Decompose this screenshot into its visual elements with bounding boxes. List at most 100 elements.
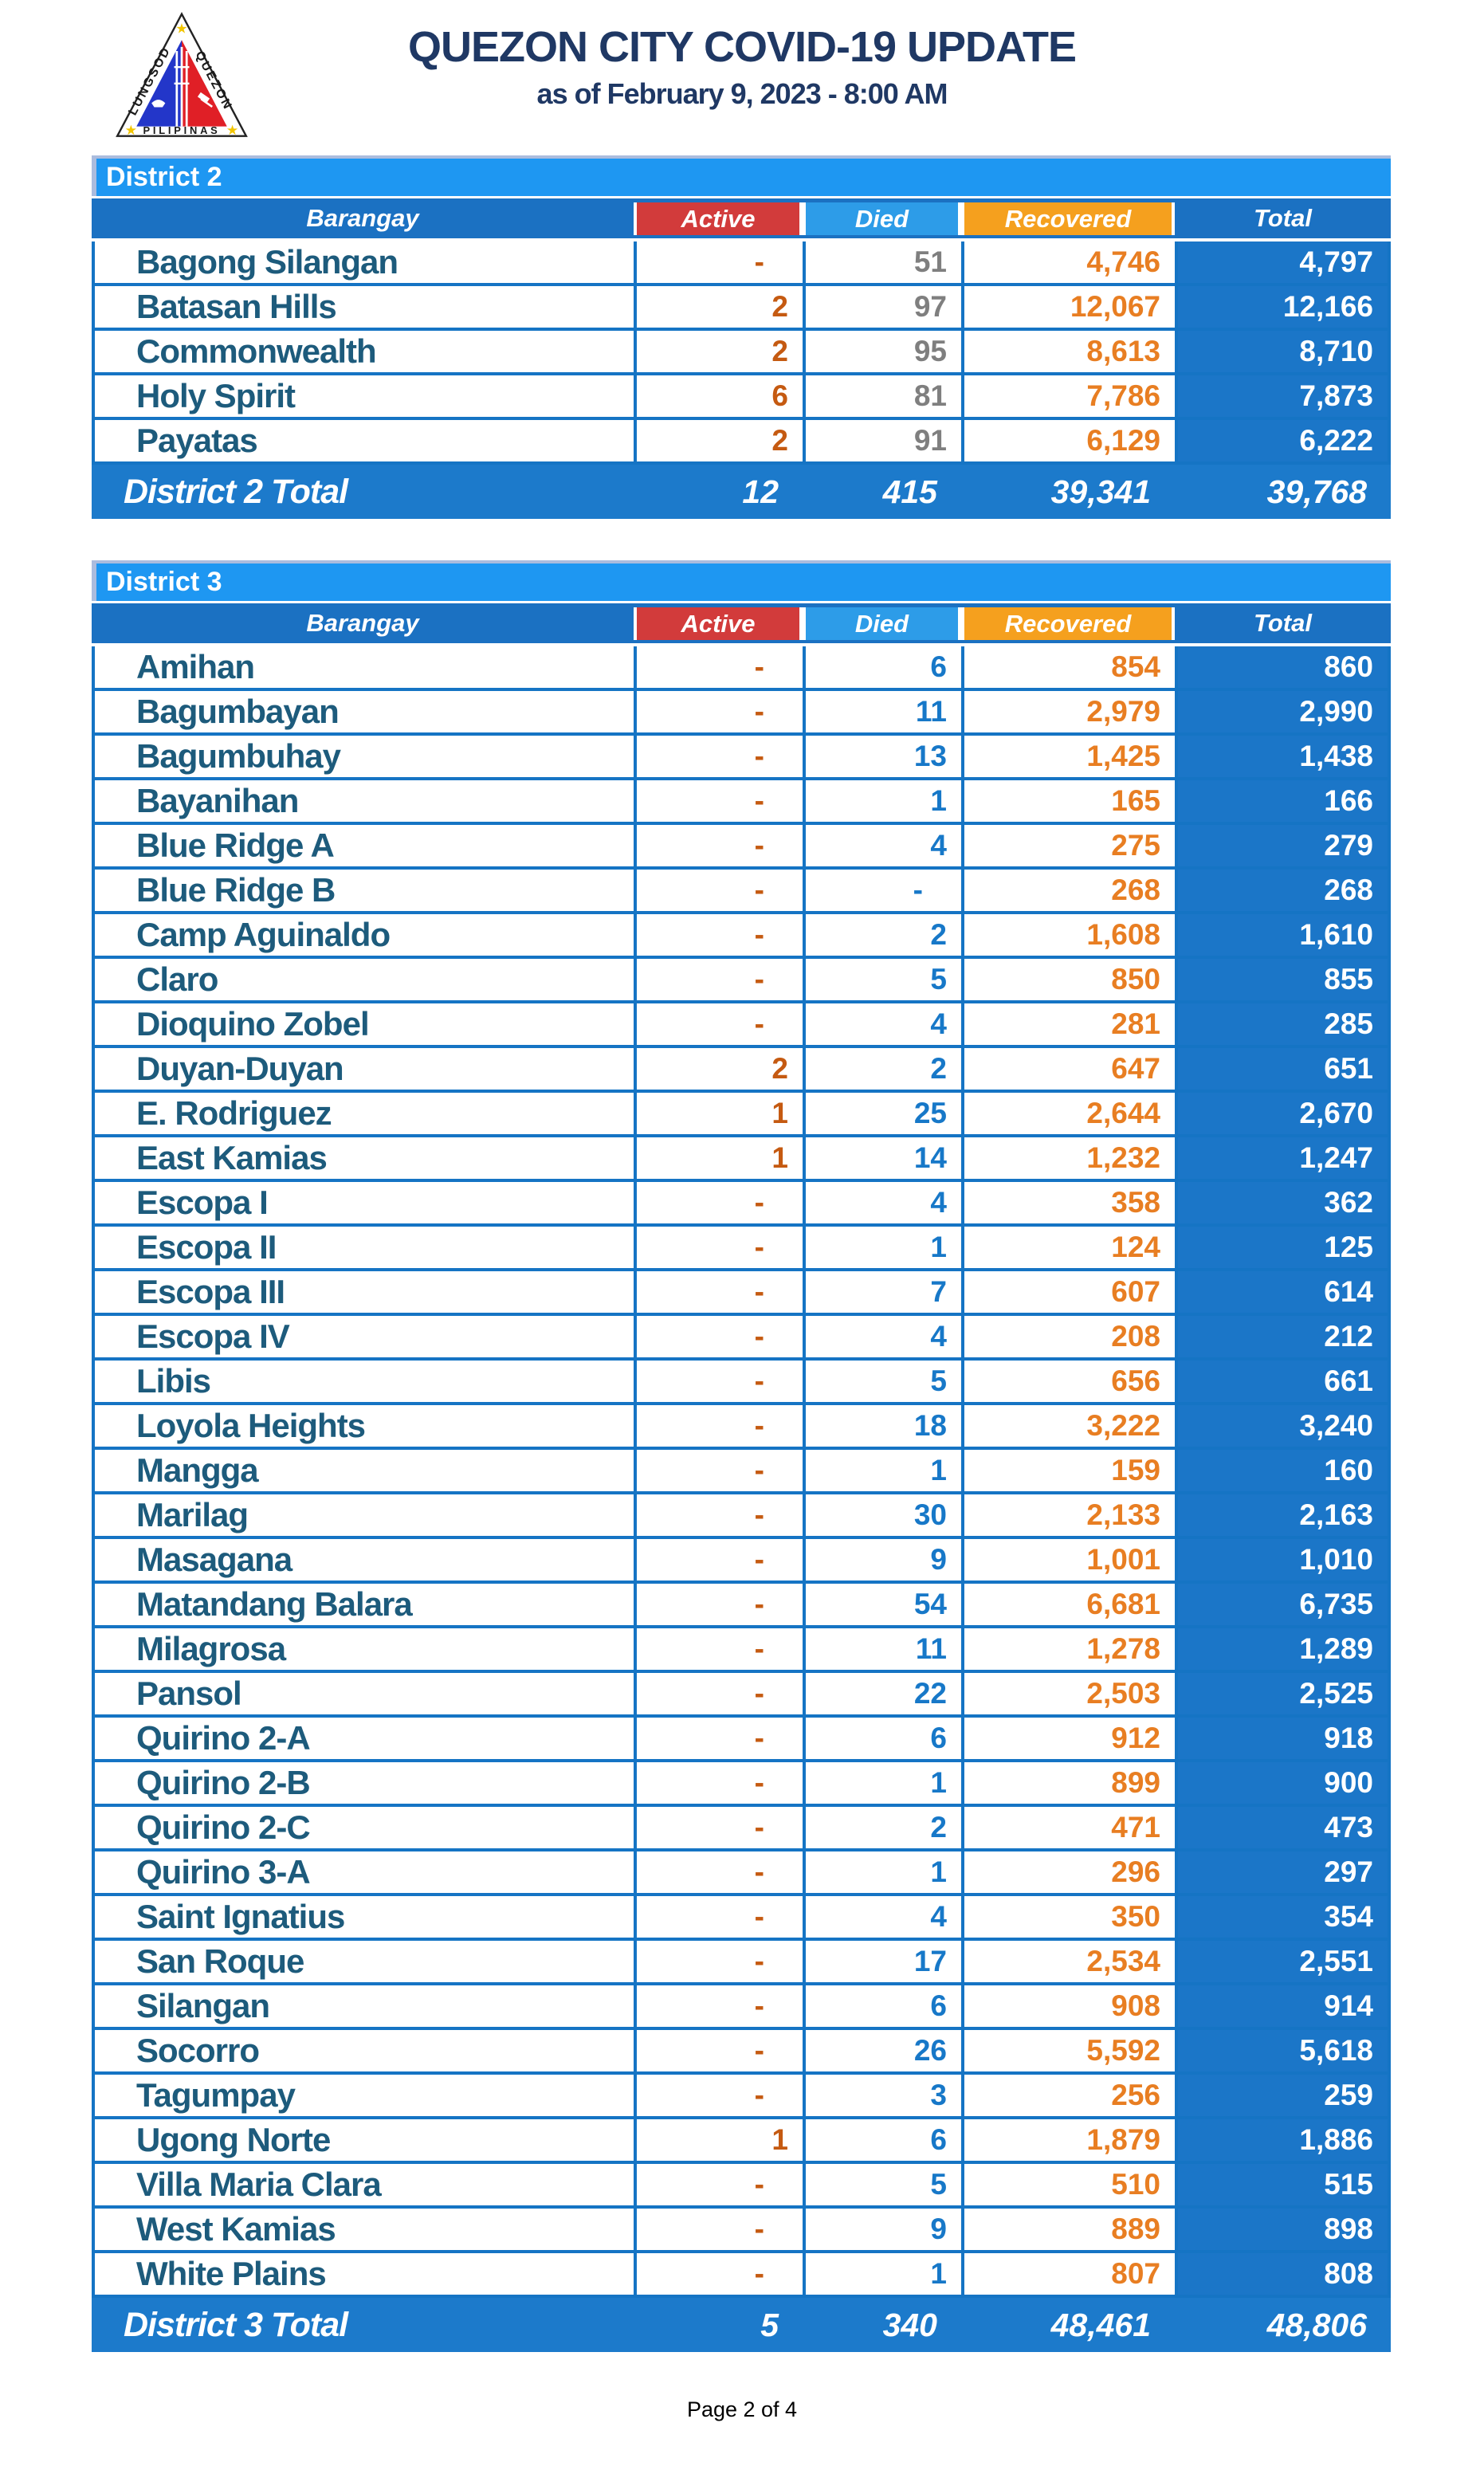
recovered-count: 296 bbox=[961, 1851, 1175, 1893]
table-row: Amihan - 6 854 860 bbox=[95, 646, 1388, 691]
barangay-name: Escopa III bbox=[136, 1273, 285, 1310]
barangay-name: Quirino 2-C bbox=[136, 1808, 311, 1846]
total-count: 1,610 bbox=[1175, 914, 1388, 956]
barangay-name: Tagumpay bbox=[136, 2076, 296, 2114]
table-row: White Plains - 1 807 808 bbox=[95, 2253, 1388, 2298]
recovered-count: 5,592 bbox=[961, 2030, 1175, 2071]
died-count: 51 bbox=[803, 241, 961, 283]
seal-monument bbox=[151, 46, 213, 127]
total-count: 2,163 bbox=[1175, 1494, 1388, 1536]
died-count: 11 bbox=[803, 691, 961, 732]
active-count: - bbox=[634, 1941, 803, 1982]
barangay-name: Escopa II bbox=[136, 1228, 277, 1266]
barangay-name: Ugong Norte bbox=[136, 2121, 331, 2158]
active-count: - bbox=[634, 1584, 803, 1625]
total-count: 1,438 bbox=[1175, 736, 1388, 777]
column-header-barangay: Barangay bbox=[306, 204, 419, 232]
died-count: 97 bbox=[803, 286, 961, 328]
barangay-name: Matandang Balara bbox=[136, 1585, 413, 1623]
recovered-count: 256 bbox=[961, 2075, 1175, 2116]
star-icon: ★ bbox=[175, 21, 187, 37]
total-count: 898 bbox=[1175, 2209, 1388, 2250]
active-header-pill: Active bbox=[634, 607, 803, 640]
district-total-total: 39,768 bbox=[1266, 473, 1367, 510]
died-count: 25 bbox=[803, 1093, 961, 1134]
active-count: - bbox=[634, 1985, 803, 2027]
page-title: QUEZON CITY COVID-19 UPDATE bbox=[407, 23, 1077, 71]
died-count: 1 bbox=[803, 2253, 961, 2295]
recovered-count: 268 bbox=[961, 870, 1175, 911]
total-count: 297 bbox=[1175, 1851, 1388, 1893]
column-header-recovered: Recovered bbox=[961, 603, 1175, 643]
table-row: West Kamias - 9 889 898 bbox=[95, 2209, 1388, 2253]
recovered-count: 912 bbox=[961, 1718, 1175, 1759]
table-row: Saint Ignatius - 4 350 354 bbox=[95, 1896, 1388, 1941]
active-count: 1 bbox=[634, 2119, 803, 2161]
table-row: Escopa IV - 4 208 212 bbox=[95, 1316, 1388, 1361]
total-count: 4,797 bbox=[1175, 241, 1388, 283]
table-row: East Kamias 1 14 1,232 1,247 bbox=[95, 1137, 1388, 1182]
district-3-table: District 3 Barangay Active Died Recovere… bbox=[92, 560, 1391, 2352]
died-count: 1 bbox=[803, 780, 961, 822]
total-count: 362 bbox=[1175, 1182, 1388, 1223]
active-count: - bbox=[634, 736, 803, 777]
total-count: 515 bbox=[1175, 2164, 1388, 2205]
active-header-pill: Active bbox=[634, 202, 803, 235]
died-count: 22 bbox=[803, 1673, 961, 1714]
district-total-recovered: 39,341 bbox=[1050, 473, 1151, 510]
barangay-name: Pansol bbox=[136, 1675, 242, 1712]
quezon-city-seal-icon: ★ ★ ★ LUNGSOD QUEZON PILIPINAS bbox=[116, 12, 248, 138]
active-count: 1 bbox=[634, 1093, 803, 1134]
recovered-count: 124 bbox=[961, 1227, 1175, 1268]
star-icon: ★ bbox=[125, 122, 137, 138]
active-count: 2 bbox=[634, 331, 803, 372]
active-count: - bbox=[634, 1673, 803, 1714]
barangay-name: Payatas bbox=[136, 422, 258, 459]
barangay-rows: Bagong Silangan - 51 4,746 4,797 Batasan… bbox=[92, 241, 1391, 465]
recovered-count: 908 bbox=[961, 1985, 1175, 2027]
active-count: - bbox=[634, 1807, 803, 1848]
total-count: 473 bbox=[1175, 1807, 1388, 1848]
died-count: 14 bbox=[803, 1137, 961, 1179]
died-count: 1 bbox=[803, 1227, 961, 1268]
died-count: 6 bbox=[803, 2119, 961, 2161]
tables-container: District 2 Barangay Active Died Recovere… bbox=[92, 155, 1391, 2352]
table-row: Bagong Silangan - 51 4,746 4,797 bbox=[95, 241, 1388, 286]
total-count: 1,289 bbox=[1175, 1628, 1388, 1670]
district-total-recovered: 48,461 bbox=[1050, 2306, 1151, 2343]
recovered-count: 159 bbox=[961, 1450, 1175, 1491]
recovered-count: 2,503 bbox=[961, 1673, 1175, 1714]
total-count: 285 bbox=[1175, 1003, 1388, 1045]
column-header-row: Barangay Active Died Recovered Total bbox=[92, 198, 1391, 238]
table-row: San Roque - 17 2,534 2,551 bbox=[95, 1941, 1388, 1985]
recovered-count: 471 bbox=[961, 1807, 1175, 1848]
total-count: 6,735 bbox=[1175, 1584, 1388, 1625]
district-total-died: 415 bbox=[882, 473, 937, 510]
died-count: 7 bbox=[803, 1271, 961, 1313]
recovered-header-pill: Recovered bbox=[961, 202, 1175, 235]
active-count: - bbox=[634, 1896, 803, 1938]
barangay-name: Dioquino Zobel bbox=[136, 1005, 370, 1043]
died-count: 2 bbox=[803, 1807, 961, 1848]
died-count: 18 bbox=[803, 1405, 961, 1447]
column-header-recovered: Recovered bbox=[961, 198, 1175, 238]
table-row: Libis - 5 656 661 bbox=[95, 1361, 1388, 1405]
total-count: 2,551 bbox=[1175, 1941, 1388, 1982]
table-row: Quirino 2-B - 1 899 900 bbox=[95, 1762, 1388, 1807]
active-count: - bbox=[634, 1271, 803, 1313]
district-total-died: 340 bbox=[882, 2306, 937, 2343]
total-count: 279 bbox=[1175, 825, 1388, 866]
barangay-name: Quirino 2-B bbox=[136, 1764, 311, 1801]
total-count: 914 bbox=[1175, 1985, 1388, 2027]
barangay-name: E. Rodriguez bbox=[136, 1094, 332, 1132]
barangay-name: Blue Ridge A bbox=[136, 827, 335, 864]
district-total-active: 12 bbox=[742, 473, 779, 510]
active-count: 1 bbox=[634, 1137, 803, 1179]
died-count: 11 bbox=[803, 1628, 961, 1670]
table-row: Commonwealth 2 95 8,613 8,710 bbox=[95, 331, 1388, 375]
seal-lamp bbox=[151, 100, 166, 108]
active-count: - bbox=[634, 1539, 803, 1581]
total-count: 2,525 bbox=[1175, 1673, 1388, 1714]
table-row: Matandang Balara - 54 6,681 6,735 bbox=[95, 1584, 1388, 1628]
active-count: - bbox=[634, 241, 803, 283]
